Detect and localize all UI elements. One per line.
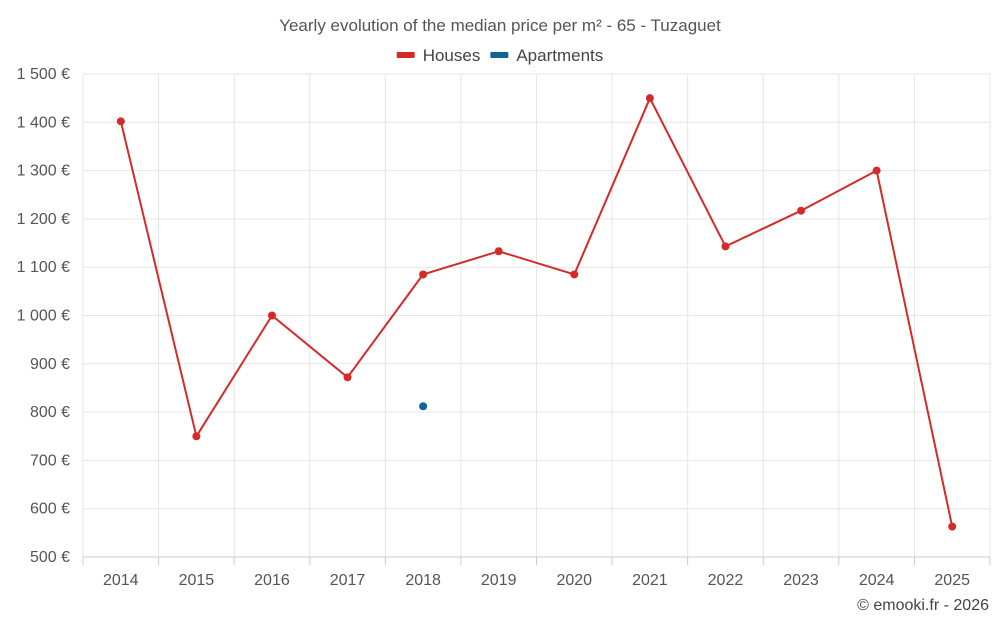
legend-swatch-houses (396, 52, 415, 58)
x-tick-label: 2021 (632, 572, 668, 589)
x-tick-label: 2025 (934, 572, 970, 589)
data-point-houses-2018 (419, 270, 428, 279)
series-apartments (419, 402, 428, 411)
y-tick-label: 500 € (30, 549, 70, 566)
x-tick-label: 2014 (103, 572, 139, 589)
y-tick-label: 800 € (30, 404, 70, 421)
data-point-apartments-2018 (419, 402, 428, 411)
x-tick-label: 2022 (708, 572, 744, 589)
data-point-houses-2023 (797, 206, 806, 215)
data-point-houses-2020 (570, 270, 579, 279)
y-tick-label: 1 500 € (17, 66, 70, 83)
y-tick-label: 900 € (30, 356, 70, 373)
legend-label-houses: Houses (423, 46, 481, 65)
data-point-houses-2014 (116, 117, 125, 126)
x-tick-label: 2017 (330, 572, 366, 589)
y-tick-label: 1 400 € (17, 114, 70, 131)
x-tick-label: 2020 (556, 572, 592, 589)
x-tick-label: 2016 (254, 572, 290, 589)
x-tick-label: 2018 (405, 572, 441, 589)
series-line-houses (119, 97, 954, 527)
x-tick-label: 2023 (783, 572, 819, 589)
data-point-houses-2024 (872, 166, 881, 175)
data-point-houses-2017 (343, 373, 352, 382)
legend-item-houses: Houses (396, 46, 481, 65)
data-point-houses-2022 (721, 242, 730, 251)
y-tick-label: 1 100 € (17, 259, 70, 276)
data-point-houses-2019 (494, 247, 503, 256)
data-point-houses-2021 (645, 94, 654, 103)
data-point-houses-2015 (192, 432, 201, 441)
axes: 500 € 600 € 700 € 800 € 900 € 1 000 € 1 100 € 1… (17, 66, 991, 589)
series-houses (116, 94, 957, 531)
y-tick-label: 1 000 € (17, 308, 70, 325)
chart-title: Yearly evolution of the median price per… (279, 16, 721, 35)
series-layer (116, 94, 957, 531)
credit-text: © emooki.fr - 2026 (857, 597, 989, 614)
legend-swatch-apartments (490, 52, 509, 58)
grid-lines (82, 73, 991, 557)
y-tick-label: 1 300 € (17, 163, 70, 180)
legend: Houses Apartments (396, 46, 603, 65)
x-tick-label: 2019 (481, 572, 517, 589)
x-tick-label: 2024 (859, 572, 895, 589)
y-tick-label: 1 200 € (17, 211, 70, 228)
y-tick-label: 700 € (30, 452, 70, 469)
data-point-houses-2016 (267, 311, 276, 320)
legend-label-apartments: Apartments (516, 46, 603, 65)
y-tick-label: 600 € (30, 501, 70, 518)
x-tick-label: 2015 (179, 572, 215, 589)
legend-item-apartments: Apartments (490, 46, 603, 65)
data-point-houses-2025 (948, 522, 957, 531)
